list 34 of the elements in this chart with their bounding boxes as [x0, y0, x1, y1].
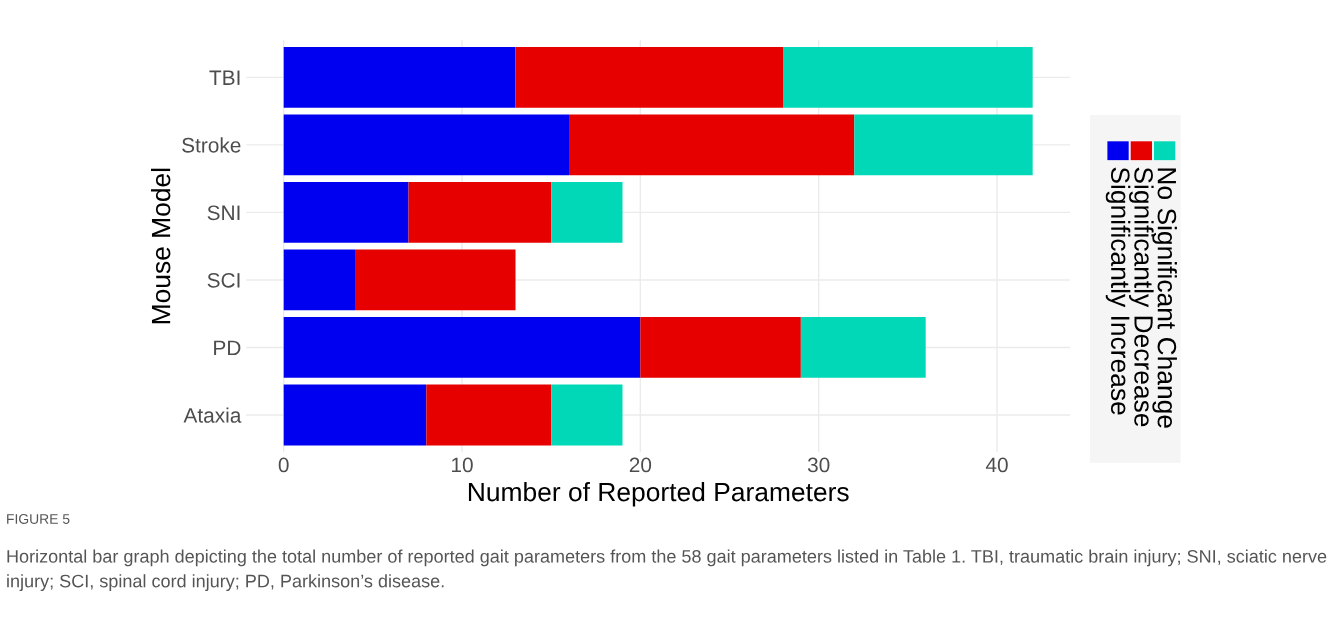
x-axis-title: Number of Reported Parameters — [468, 482, 849, 507]
y-axis-title: Mouse Model — [151, 168, 171, 324]
y-tick-label: Ataxia — [183, 407, 242, 423]
bar — [283, 182, 409, 243]
x-tick-label: 10 — [452, 457, 473, 473]
bar — [515, 46, 784, 108]
bar — [283, 249, 356, 311]
bar — [408, 182, 552, 243]
bar — [854, 114, 1033, 176]
x-tick-label: 30 — [807, 457, 830, 473]
x-tick-label: 0 — [278, 457, 289, 473]
y-tick-label: TBI — [209, 70, 240, 85]
legend-label: Significantly Increase — [1105, 167, 1131, 415]
y-tick-label: PD — [214, 340, 241, 356]
bar — [283, 114, 570, 176]
bar — [355, 249, 516, 311]
y-tick-label: SNI — [207, 205, 240, 221]
text: Horizontal bar graph depicting the total number of reported gait parameters from the 58 gait parameters listed in Table 1. TBI, traumatic brain injury; SNI, sciatic nerve injury; SCI, spinal cord injury; PD, Parkinson’s disease. — [7, 549, 1327, 592]
bar — [640, 317, 801, 378]
legend-label: Significantly Decrease — [1129, 167, 1154, 427]
bar — [283, 384, 427, 446]
bar — [426, 384, 552, 446]
y-tick-label: Stroke — [182, 137, 241, 153]
bar — [283, 46, 516, 108]
bar — [551, 182, 623, 243]
x-tick-label: 40 — [985, 457, 1008, 473]
bar — [283, 317, 641, 378]
bar — [800, 317, 926, 378]
caption: FIGURE 5 — [7, 514, 70, 524]
y-tick-label: SCI — [207, 272, 240, 288]
x-tick-label: 20 — [629, 457, 652, 473]
bar — [783, 46, 1033, 108]
bar — [569, 114, 855, 176]
bar — [551, 384, 623, 446]
